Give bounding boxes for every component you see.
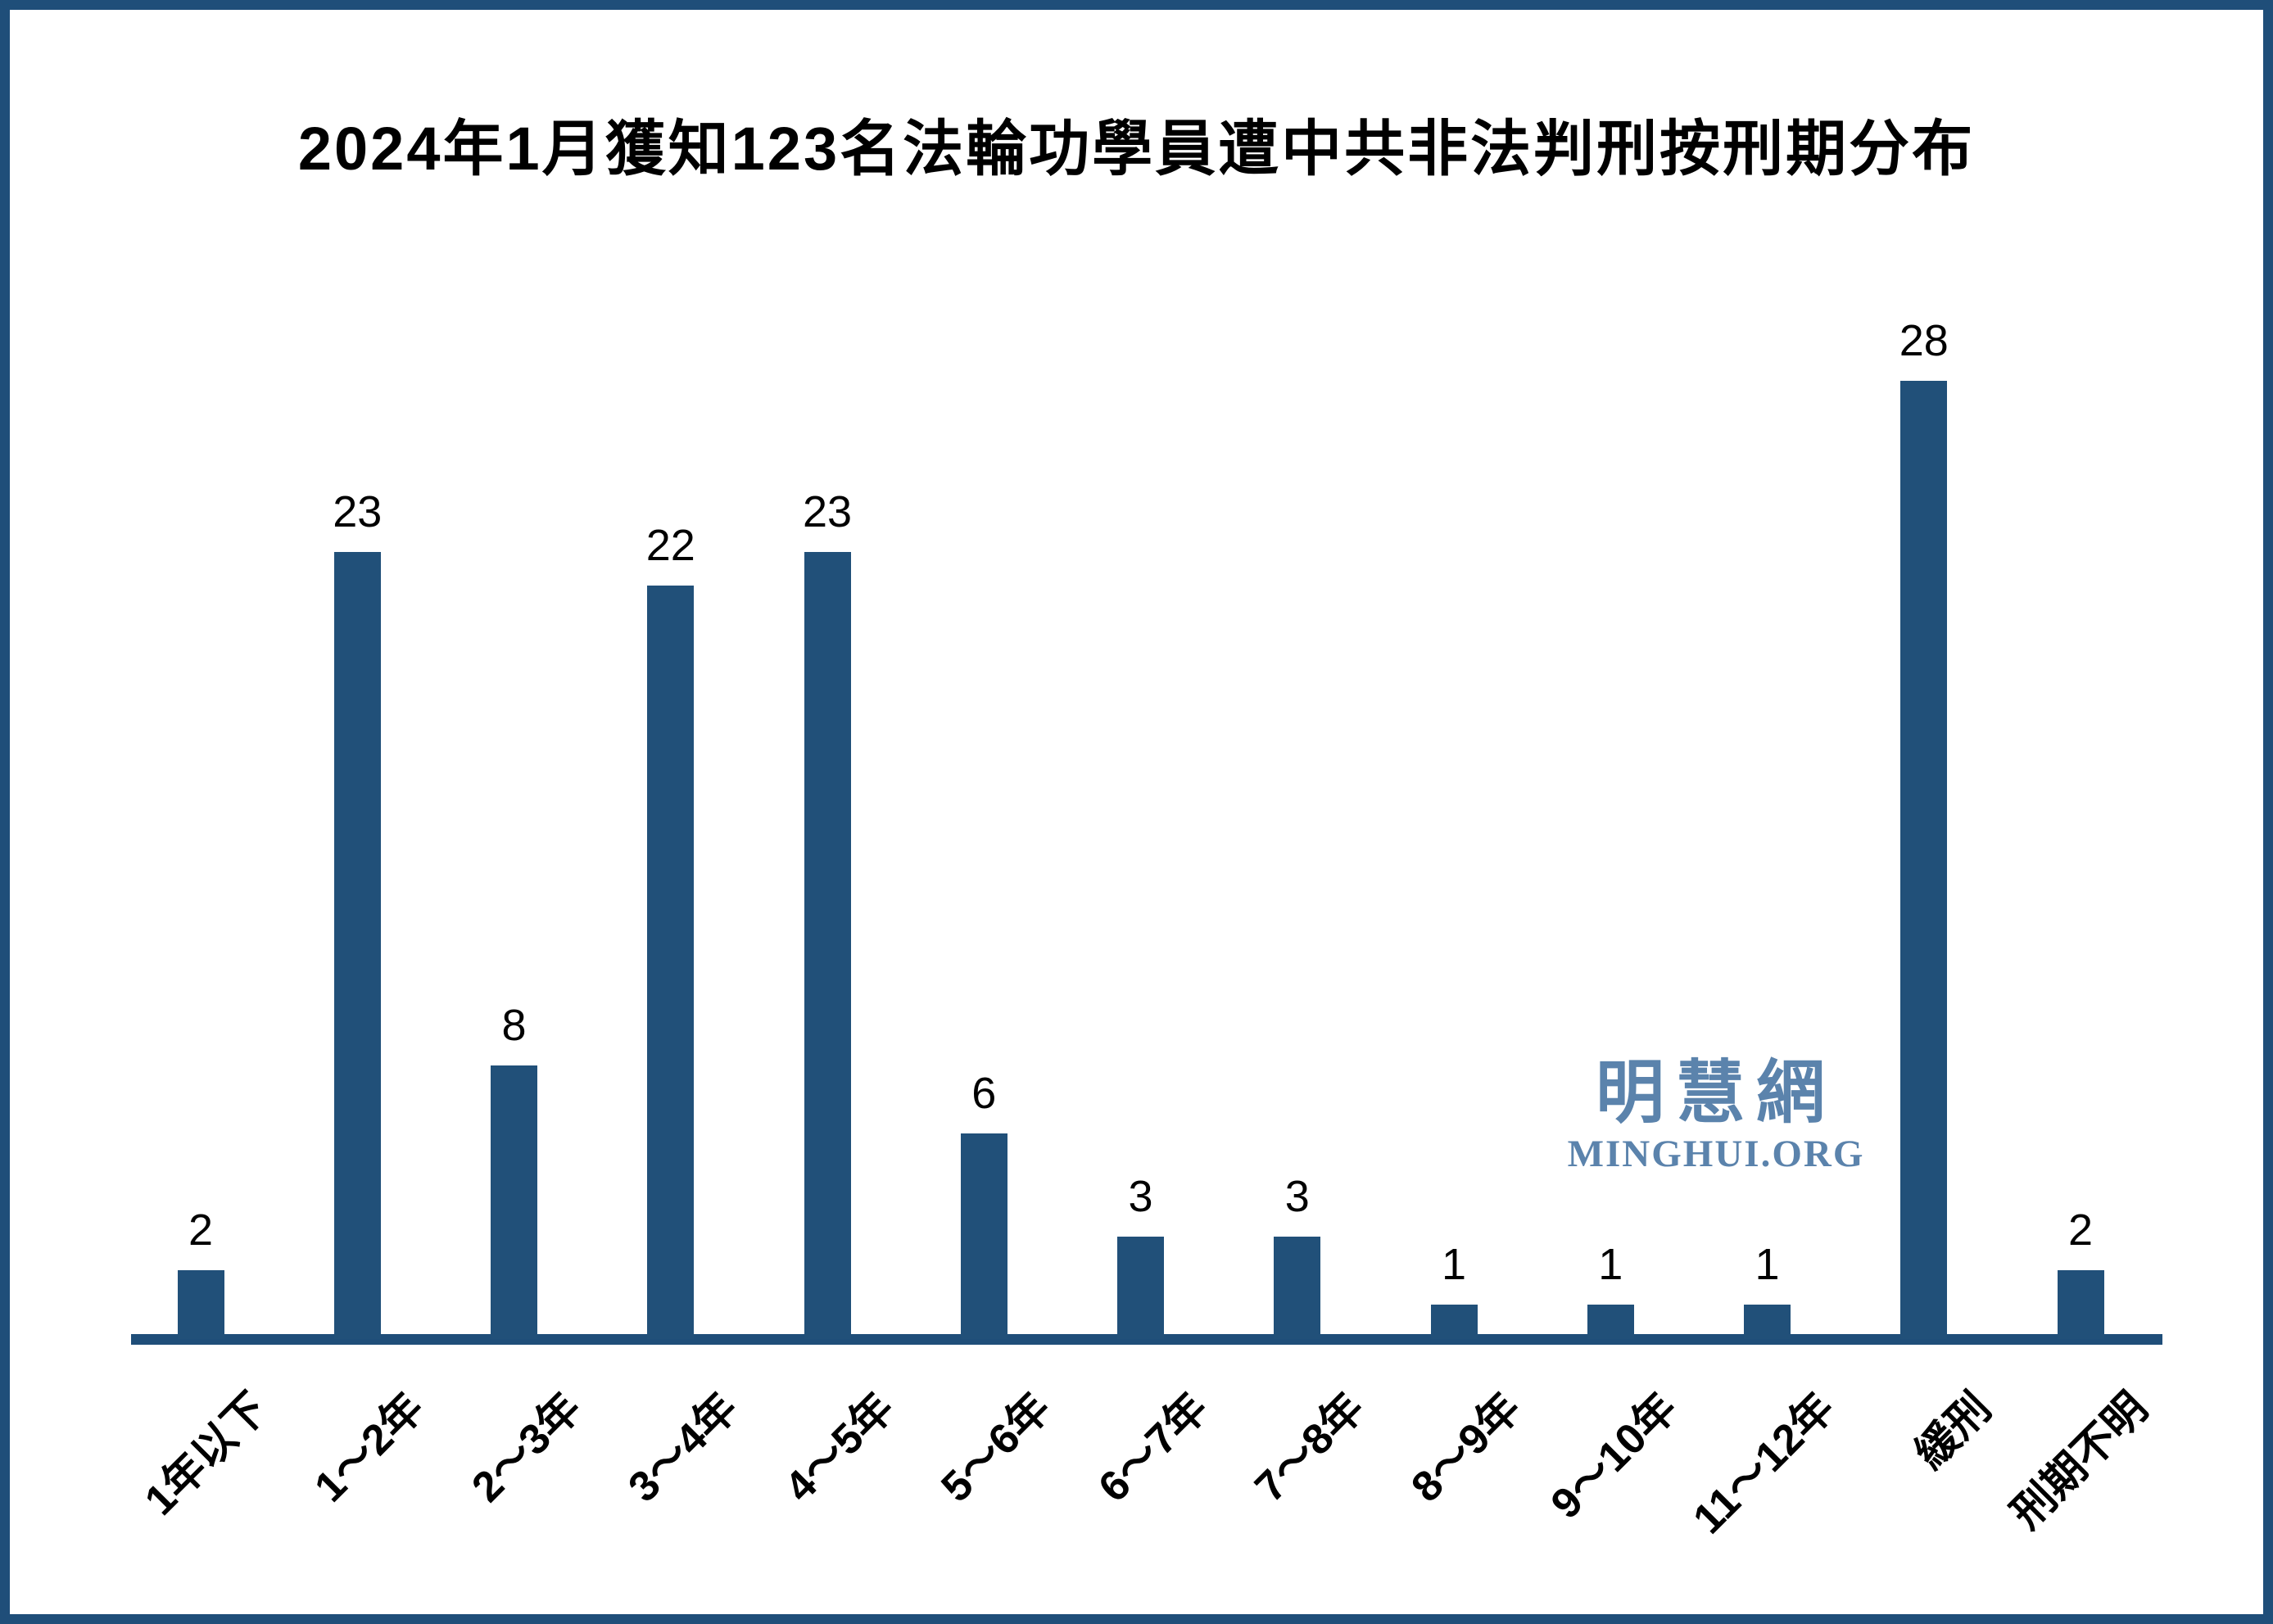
x-axis-label-4: 4～5年: [776, 1383, 903, 1512]
watermark: 明慧網 MINGHUI.ORG: [1560, 1055, 1872, 1176]
x-axis-label-3: 3～4年: [619, 1383, 747, 1512]
bar-6: [1117, 1237, 1164, 1339]
watermark-minghui-latin: MINGHUI.ORG: [1567, 1133, 1865, 1176]
bar-11: [1900, 381, 1948, 1339]
bar-2: [491, 1065, 537, 1339]
chart-title: 2024年1月獲知123名法輪功學員遭中共非法判刑按刑期分布: [297, 115, 1976, 183]
bar-9: [1587, 1305, 1634, 1339]
bar-value-label-8: 1: [1441, 1240, 1467, 1289]
bar-value-label-6: 3: [1128, 1172, 1153, 1221]
x-axis-label-5: 5～6年: [932, 1383, 1061, 1512]
bar-value-label-4: 23: [802, 487, 853, 536]
bar-12: [2057, 1270, 2104, 1339]
bar-value-label-0: 2: [188, 1206, 214, 1255]
bar-8: [1430, 1305, 1478, 1339]
bar-3: [647, 586, 695, 1339]
x-axis-line: [131, 1334, 2162, 1345]
bar-4: [804, 552, 851, 1339]
bar-10: [1744, 1305, 1791, 1339]
bar-value-label-2: 8: [501, 1001, 527, 1050]
bar-value-label-7: 3: [1284, 1172, 1310, 1221]
bar-7: [1274, 1237, 1321, 1339]
x-axis-label-10: 11～12年: [1684, 1383, 1844, 1544]
bar-value-label-9: 1: [1598, 1240, 1623, 1289]
x-axis-label-1: 1～2年: [306, 1383, 434, 1512]
x-axis-label-0: 1年以下: [136, 1383, 277, 1525]
bar-value-label-12: 2: [2067, 1206, 2094, 1255]
bar-value-label-11: 28: [1899, 316, 1949, 365]
x-axis-label-9: 9～10年: [1542, 1383, 1687, 1528]
x-axis-label-8: 8～9年: [1402, 1383, 1530, 1512]
bar-value-label-5: 6: [971, 1069, 997, 1118]
x-axis-label-12: 刑期不明: [2002, 1383, 2157, 1539]
bar-value-label-10: 1: [1755, 1240, 1780, 1289]
bar-5: [960, 1133, 1007, 1339]
bar-value-label-1: 23: [333, 487, 383, 536]
watermark-minghui-cjk: 明慧網: [1595, 1054, 1836, 1131]
bar-1: [333, 552, 381, 1339]
x-axis-label-2: 2～3年: [462, 1383, 591, 1512]
x-axis-label-7: 7～8年: [1246, 1383, 1374, 1512]
x-axis-label-11: 緩刑: [1906, 1383, 2000, 1478]
bar-value-label-3: 22: [645, 521, 695, 570]
bar-0: [177, 1270, 224, 1339]
x-axis-label-6: 6～7年: [1089, 1383, 1217, 1512]
